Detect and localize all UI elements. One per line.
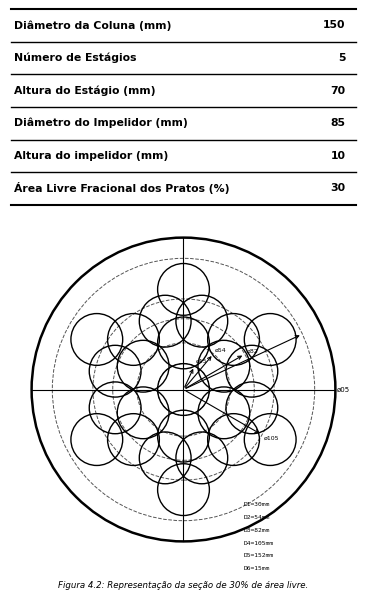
Text: D2=54mm: D2=54mm (244, 514, 270, 519)
Text: D5=152mm: D5=152mm (244, 554, 274, 558)
Text: Número de Estágios: Número de Estágios (14, 53, 137, 64)
Text: Figura 4.2: Representação da seção de 30% de área livre.: Figura 4.2: Representação da seção de 30… (58, 580, 309, 590)
Text: 85: 85 (331, 118, 346, 128)
Text: Altura do impelidor (mm): Altura do impelidor (mm) (14, 151, 169, 161)
Text: ø82: ø82 (247, 348, 258, 353)
Text: ø05: ø05 (337, 387, 350, 392)
Text: Altura do Estágio (mm): Altura do Estágio (mm) (14, 86, 156, 96)
Text: D1=30mm: D1=30mm (244, 502, 270, 507)
Text: Diâmetro do Impelidor (mm): Diâmetro do Impelidor (mm) (14, 118, 188, 128)
Text: Área Livre Fracional dos Pratos (%): Área Livre Fracional dos Pratos (%) (14, 183, 230, 194)
Text: 70: 70 (331, 86, 346, 96)
Text: ø105: ø105 (264, 436, 279, 441)
Text: D4=105mm: D4=105mm (244, 541, 274, 546)
Text: D6=15mm: D6=15mm (244, 566, 270, 571)
Text: 30: 30 (331, 183, 346, 194)
Text: 5: 5 (338, 53, 346, 63)
Text: D3=82mm: D3=82mm (244, 527, 270, 533)
Text: Diâmetro da Coluna (mm): Diâmetro da Coluna (mm) (14, 20, 172, 31)
Text: ø54: ø54 (215, 348, 227, 353)
Text: 10: 10 (331, 151, 346, 161)
Text: 150: 150 (323, 20, 346, 31)
Text: ø15: ø15 (196, 359, 208, 364)
